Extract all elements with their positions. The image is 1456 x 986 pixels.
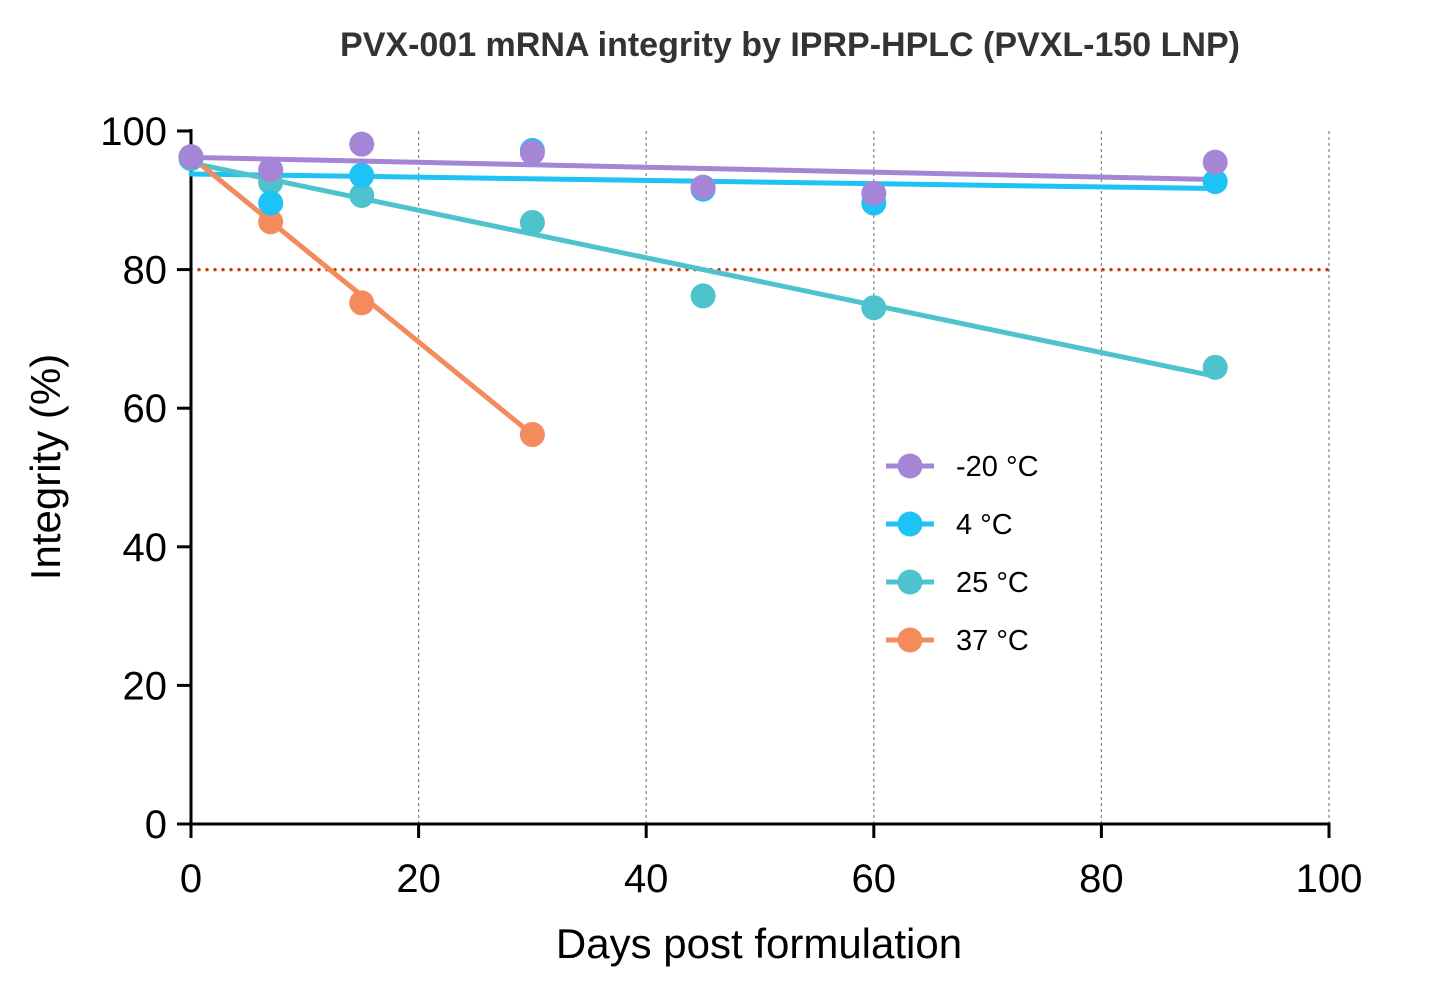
point-series-3-1 bbox=[258, 209, 284, 235]
x-gridlines bbox=[417, 131, 1330, 824]
legend-label-0: -20 °C bbox=[956, 451, 1039, 483]
legend-marker-2 bbox=[897, 569, 923, 595]
x-axis-title: Days post formulation bbox=[556, 920, 962, 967]
x-tick-label-40: 40 bbox=[624, 857, 669, 901]
point-series-2-2 bbox=[349, 182, 375, 208]
point-series-1-6 bbox=[1202, 169, 1228, 195]
y-tick-label-40: 40 bbox=[123, 526, 168, 570]
legend-marker-0 bbox=[897, 453, 923, 479]
y-tick-label-20: 20 bbox=[123, 664, 168, 708]
y-tick-label-60: 60 bbox=[123, 387, 168, 431]
data-points bbox=[178, 131, 1228, 448]
point-series-0-2 bbox=[349, 131, 375, 157]
point-series-1-2 bbox=[349, 162, 375, 188]
point-series-1-1 bbox=[258, 190, 284, 216]
point-series-2-6 bbox=[1202, 354, 1228, 380]
point-series-0-6 bbox=[1202, 149, 1228, 175]
legend-label-2: 25 °C bbox=[956, 567, 1029, 599]
point-series-2-3 bbox=[519, 209, 545, 235]
x-tick-label-0: 0 bbox=[180, 857, 202, 901]
point-series-3-3 bbox=[519, 422, 545, 448]
y-axis-title: Integrity (%) bbox=[22, 354, 69, 580]
point-series-0-0 bbox=[178, 144, 204, 170]
tick-labels: 0 20 40 60 80 100 0 20 40 60 80 100 bbox=[100, 110, 1362, 901]
point-series-0-1 bbox=[258, 157, 284, 183]
legend: -20 °C 4 °C 25 °C 37 °C bbox=[886, 451, 1039, 657]
y-tick-label-0: 0 bbox=[145, 803, 167, 847]
x-tick-label-80: 80 bbox=[1079, 857, 1124, 901]
legend-label-3: 37 °C bbox=[956, 625, 1029, 657]
chart-title: PVX-001 mRNA integrity by IPRP-HPLC (PVX… bbox=[340, 26, 1240, 64]
legend-marker-1 bbox=[897, 511, 923, 537]
point-series-0-5 bbox=[861, 180, 887, 206]
x-tick-label-100: 100 bbox=[1296, 857, 1363, 901]
point-series-0-4 bbox=[690, 174, 716, 200]
axes bbox=[177, 129, 1331, 838]
fit-line-series-0 bbox=[188, 154, 1218, 183]
point-series-2-4 bbox=[690, 283, 716, 309]
point-series-0-3 bbox=[519, 139, 545, 165]
y-tick-label-100: 100 bbox=[100, 110, 167, 154]
point-series-2-5 bbox=[861, 295, 887, 321]
point-series-3-2 bbox=[349, 290, 375, 316]
x-tick-label-20: 20 bbox=[396, 857, 441, 901]
legend-label-1: 4 °C bbox=[956, 509, 1013, 541]
legend-marker-3 bbox=[897, 627, 923, 653]
y-tick-label-80: 80 bbox=[123, 249, 168, 293]
x-tick-label-60: 60 bbox=[852, 857, 897, 901]
